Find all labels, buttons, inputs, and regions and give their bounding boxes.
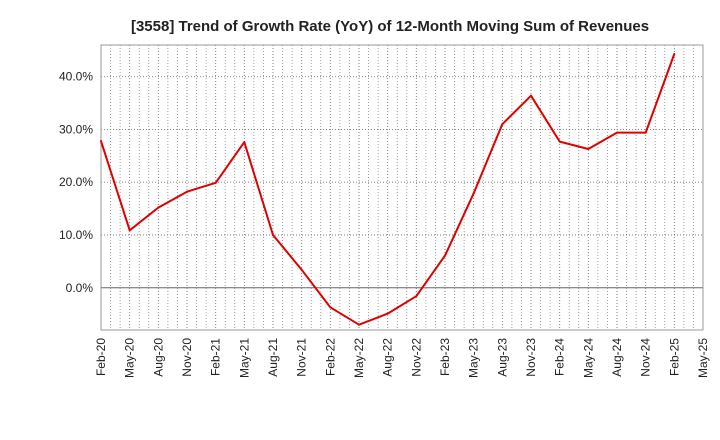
x-tick-label: May-20: [123, 338, 137, 378]
data-point: [558, 140, 561, 143]
data-point: [100, 140, 102, 143]
x-tick-label: Nov-20: [180, 338, 194, 377]
data-point: [214, 181, 217, 184]
axes: [100, 44, 704, 331]
x-tick-label: May-22: [352, 338, 366, 378]
x-tick-label: Nov-21: [295, 338, 309, 377]
y-tick-label: 30.0%: [59, 122, 93, 136]
data-point: [501, 123, 504, 126]
x-tick-label: Feb-21: [209, 338, 223, 376]
data-point: [128, 229, 131, 232]
y-tick-label: 20.0%: [59, 175, 93, 189]
data-point: [157, 206, 160, 209]
x-tick-label: Feb-20: [94, 338, 108, 376]
data-point: [415, 295, 418, 298]
x-tick-label: May-21: [237, 338, 251, 378]
y-tick-label: 10.0%: [59, 228, 93, 242]
data-point: [329, 306, 332, 309]
x-tick-label: Aug-22: [381, 338, 395, 377]
data-point: [186, 190, 188, 193]
data-point: [444, 254, 446, 257]
x-tick-label: Feb-23: [438, 338, 452, 376]
x-tick-label: May-25: [696, 338, 710, 378]
x-tick-label: Aug-24: [610, 338, 624, 377]
data-point: [243, 141, 246, 144]
data-point: [587, 147, 590, 150]
data-point: [472, 192, 475, 195]
x-tick-label: Aug-20: [151, 338, 165, 377]
data-point: [272, 234, 274, 236]
y-tick-label: 0.0%: [66, 281, 94, 295]
x-tick-label: May-24: [581, 338, 595, 378]
grid: [100, 45, 704, 330]
x-tick-label: Nov-24: [639, 338, 653, 377]
data-point: [616, 131, 618, 134]
x-tick-label: Nov-23: [524, 338, 538, 377]
x-tick-label: Aug-21: [266, 338, 280, 377]
x-tick-label: May-23: [467, 338, 481, 378]
series-layer: [100, 52, 676, 326]
data-point: [386, 312, 389, 315]
plot-frame: [100, 44, 704, 331]
data-point: [644, 131, 647, 134]
data-point: [300, 268, 303, 271]
x-tick-label: Aug-23: [495, 338, 509, 377]
x-tick-label: Feb-24: [553, 338, 567, 376]
x-tick-label: Nov-22: [409, 338, 423, 377]
x-tick-label: Feb-22: [323, 338, 337, 376]
data-point: [673, 52, 676, 55]
x-axis-ticks: Feb-20 May-20 Aug-20 Nov-20 Feb-21 May-21 Aug-…: [94, 338, 710, 378]
y-tick-label: 40.0%: [59, 70, 93, 84]
chart-title: [3558] Trend of Growth Rate (YoY) of 12-…: [131, 18, 649, 35]
y-axis-ticks: 0.0% 10.0% 20.0% 30.0% 40.0%: [59, 70, 93, 295]
data-point: [358, 323, 360, 326]
data-point: [530, 94, 532, 97]
x-tick-label: Feb-25: [667, 338, 681, 376]
